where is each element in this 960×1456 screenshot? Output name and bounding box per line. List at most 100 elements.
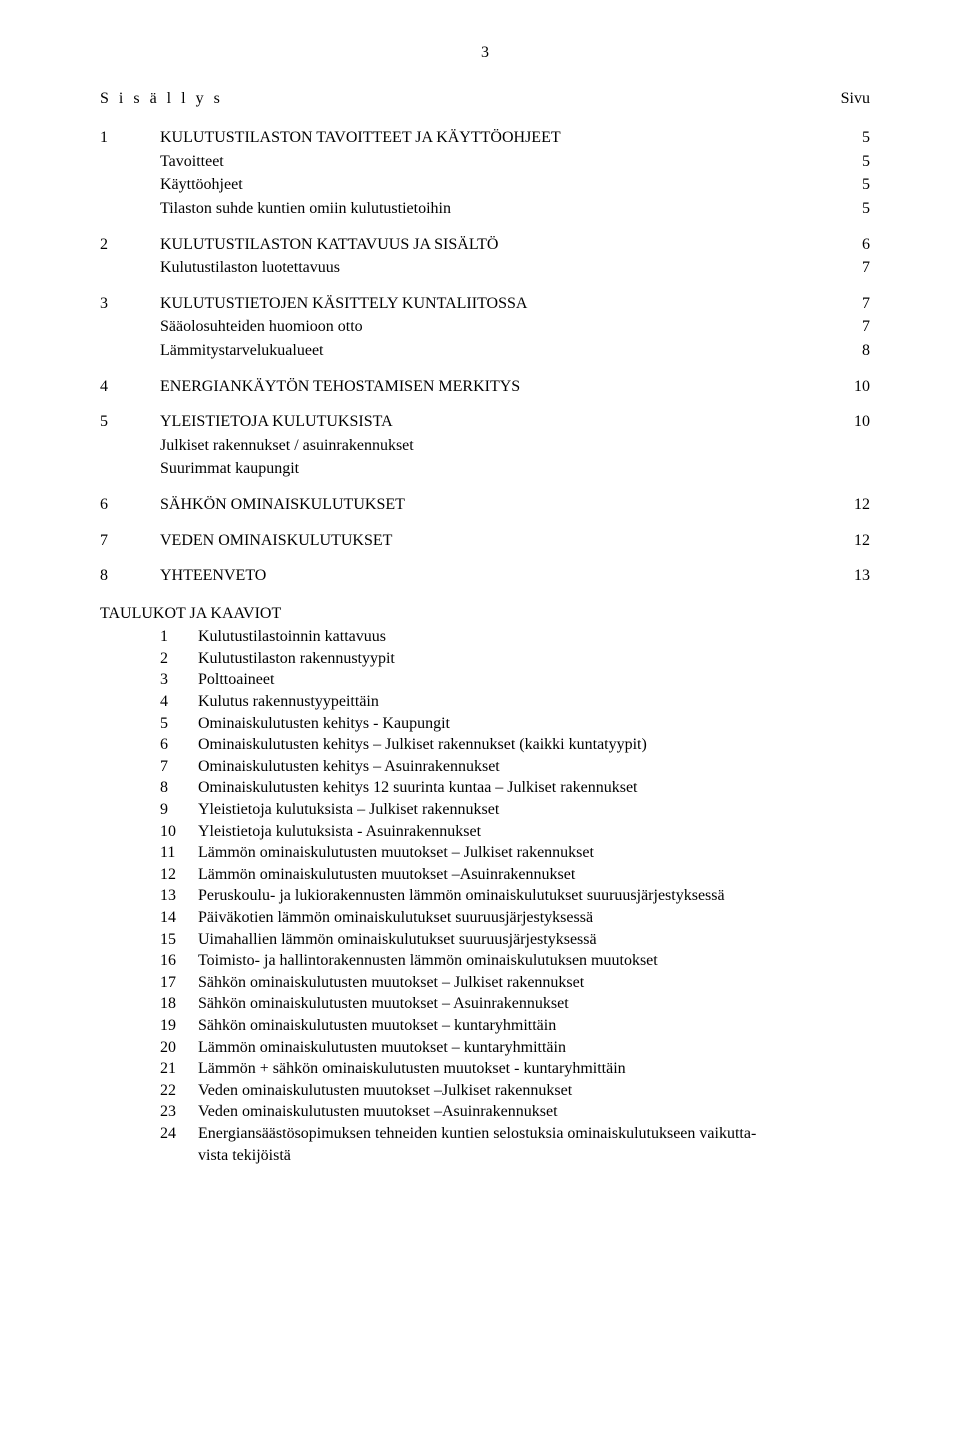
- toc-body: 1KULUTUSTILASTON TAVOITTEET JA KÄYTTÖOHJ…: [100, 127, 870, 587]
- list-item: 6Ominaiskulutusten kehitys – Julkiset ra…: [160, 734, 870, 756]
- list-continuation: vista tekijöistä: [100, 1145, 870, 1167]
- list-item: 17Sähkön ominaiskulutusten muutokset – J…: [160, 972, 870, 994]
- list-item-text: Ominaiskulutusten kehitys 12 suurinta ku…: [198, 777, 870, 799]
- toc-subrow-title: Sääolosuhteiden huomioon otto: [100, 316, 363, 338]
- toc-section-title: KULUTUSTILASTON TAVOITTEET JA KÄYTTÖOHJE…: [160, 127, 561, 149]
- list-item-number: 3: [160, 669, 198, 691]
- list-item: 13Peruskoulu- ja lukiorakennusten lämmön…: [160, 885, 870, 907]
- list-item: 21Lämmön + sähkön ominaiskulutusten muut…: [160, 1058, 870, 1080]
- toc-row-left: 2KULUTUSTILASTON KATTAVUUS JA SISÄLTÖ: [100, 234, 498, 256]
- list-item-number: 10: [160, 821, 198, 843]
- list-item-number: 6: [160, 734, 198, 756]
- toc-section-number: 3: [100, 293, 160, 315]
- list-item-number: 16: [160, 950, 198, 972]
- list-item-text: Peruskoulu- ja lukiorakennusten lämmön o…: [198, 885, 870, 907]
- toc-subrow: Lämmitystarvelukualueet8: [100, 340, 870, 362]
- toc-section-number: 2: [100, 234, 160, 256]
- list-item-text: Päiväkotien lämmön ominaiskulutukset suu…: [198, 907, 870, 929]
- list-item-number: 15: [160, 929, 198, 951]
- list-item-number: 13: [160, 885, 198, 907]
- list-item: 3Polttoaineet: [160, 669, 870, 691]
- list-item-number: 14: [160, 907, 198, 929]
- list-item-number: 20: [160, 1037, 198, 1059]
- toc-header-right: Sivu: [841, 88, 870, 110]
- toc-subrow: Käyttöohjeet5: [100, 174, 870, 196]
- toc-group: 1KULUTUSTILASTON TAVOITTEET JA KÄYTTÖOHJ…: [100, 127, 870, 219]
- toc-page-ref: 7: [840, 293, 870, 315]
- document-page: 3 S i s ä l l y s Sivu 1KULUTUSTILASTON …: [0, 0, 960, 1216]
- list-item: 9Yleistietoja kulutuksista – Julkiset ra…: [160, 799, 870, 821]
- toc-row-left: 4ENERGIANKÄYTÖN TEHOSTAMISEN MERKITYS: [100, 376, 520, 398]
- list-item: 11Lämmön ominaiskulutusten muutokset – J…: [160, 842, 870, 864]
- list-item-number: 23: [160, 1101, 198, 1123]
- list-item-number: 24: [160, 1123, 198, 1145]
- list-item-text: Kulutustilaston rakennustyypit: [198, 648, 870, 670]
- toc-row-left: 7VEDEN OMINAISKULUTUKSET: [100, 530, 392, 552]
- toc-subrow: Tilaston suhde kuntien omiin kulutustiet…: [100, 198, 870, 220]
- toc-subrow-title: Tavoitteet: [100, 151, 224, 173]
- list-item-number: 17: [160, 972, 198, 994]
- list-item: 15Uimahallien lämmön ominaiskulutukset s…: [160, 929, 870, 951]
- list-item-text: Yleistietoja kulutuksista - Asuinrakennu…: [198, 821, 870, 843]
- toc-section-title: YHTEENVETO: [160, 565, 266, 587]
- toc-section-number: 6: [100, 494, 160, 516]
- list-item: 1Kulutustilastoinnin kattavuus: [160, 626, 870, 648]
- list-item: 20Lämmön ominaiskulutusten muutokset – k…: [160, 1037, 870, 1059]
- list-item-number: 2: [160, 648, 198, 670]
- toc-subrow-title: Tilaston suhde kuntien omiin kulutustiet…: [100, 198, 451, 220]
- toc-header: S i s ä l l y s Sivu: [100, 88, 870, 110]
- list-item: 23Veden ominaiskulutusten muutokset –Asu…: [160, 1101, 870, 1123]
- list-item-text: Yleistietoja kulutuksista – Julkiset rak…: [198, 799, 870, 821]
- toc-page-ref: 10: [840, 411, 870, 433]
- toc-row: 8YHTEENVETO 13: [100, 565, 870, 587]
- toc-subrow-page: 5: [840, 151, 870, 173]
- toc-row: 7VEDEN OMINAISKULUTUKSET12: [100, 530, 870, 552]
- toc-page-ref: 12: [840, 494, 870, 516]
- toc-subrow-page: 7: [840, 257, 870, 279]
- list-item: 14Päiväkotien lämmön ominaiskulutukset s…: [160, 907, 870, 929]
- list-item-text: Kulutus rakennustyypeittäin: [198, 691, 870, 713]
- toc-subrow-page: 7: [840, 316, 870, 338]
- list-item: 18Sähkön ominaiskulutusten muutokset – A…: [160, 993, 870, 1015]
- list-item-number: 18: [160, 993, 198, 1015]
- toc-page-ref: 13: [840, 565, 870, 587]
- toc-subrow-title: Kulutustilaston luotettavuus: [100, 257, 340, 279]
- toc-page-ref: 6: [840, 234, 870, 256]
- toc-row-left: 5YLEISTIETOJA KULUTUKSISTA: [100, 411, 393, 433]
- toc-group: 7VEDEN OMINAISKULUTUKSET12: [100, 530, 870, 552]
- toc-subrow: Tavoitteet 5: [100, 151, 870, 173]
- list-item-number: 11: [160, 842, 198, 864]
- toc-section-title: SÄHKÖN OMINAISKULUTUKSET: [160, 494, 405, 516]
- toc-subrow-title: Käyttöohjeet: [100, 174, 243, 196]
- toc-subrow: Suurimmat kaupungit: [100, 458, 870, 480]
- toc-row-left: 8YHTEENVETO: [100, 565, 266, 587]
- page-number: 3: [100, 42, 870, 64]
- list-item-number: 5: [160, 713, 198, 735]
- toc-header-left: S i s ä l l y s: [100, 88, 223, 110]
- list-item: 22Veden ominaiskulutusten muutokset –Jul…: [160, 1080, 870, 1102]
- toc-group: 3KULUTUSTIETOJEN KÄSITTELY KUNTALIITOSSA…: [100, 293, 870, 362]
- list-item: 19Sähkön ominaiskulutusten muutokset – k…: [160, 1015, 870, 1037]
- toc-section-title: ENERGIANKÄYTÖN TEHOSTAMISEN MERKITYS: [160, 376, 520, 398]
- list-item-number: 9: [160, 799, 198, 821]
- toc-subrow-title: Suurimmat kaupungit: [100, 458, 299, 480]
- list-item-text: Ominaiskulutusten kehitys - Kaupungit: [198, 713, 870, 735]
- list-item-text: Sähkön ominaiskulutusten muutokset – kun…: [198, 1015, 870, 1037]
- list-item-number: 21: [160, 1058, 198, 1080]
- toc-row-left: 6SÄHKÖN OMINAISKULUTUKSET: [100, 494, 405, 516]
- toc-section-number: 7: [100, 530, 160, 552]
- toc-row: 5YLEISTIETOJA KULUTUKSISTA 10: [100, 411, 870, 433]
- toc-row: 2KULUTUSTILASTON KATTAVUUS JA SISÄLTÖ 6: [100, 234, 870, 256]
- toc-section-number: 4: [100, 376, 160, 398]
- list-item-text: Lämmön + sähkön ominaiskulutusten muutok…: [198, 1058, 870, 1080]
- toc-group: 5YLEISTIETOJA KULUTUKSISTA 10Julkiset rak…: [100, 411, 870, 480]
- toc-subrow-title: Lämmitystarvelukualueet: [100, 340, 324, 362]
- list-item-text: Energiansäästösopimuksen tehneiden kunti…: [198, 1123, 870, 1145]
- toc-subrow-page: 5: [840, 198, 870, 220]
- toc-subrow: Julkiset rakennukset / asuinrakennukset: [100, 435, 870, 457]
- list-item: 10Yleistietoja kulutuksista - Asuinraken…: [160, 821, 870, 843]
- list-item-text: Kulutustilastoinnin kattavuus: [198, 626, 870, 648]
- toc-section-title: VEDEN OMINAISKULUTUKSET: [160, 530, 392, 552]
- toc-page-ref: 10: [840, 376, 870, 398]
- list-item: 24Energiansäästösopimuksen tehneiden kun…: [160, 1123, 870, 1145]
